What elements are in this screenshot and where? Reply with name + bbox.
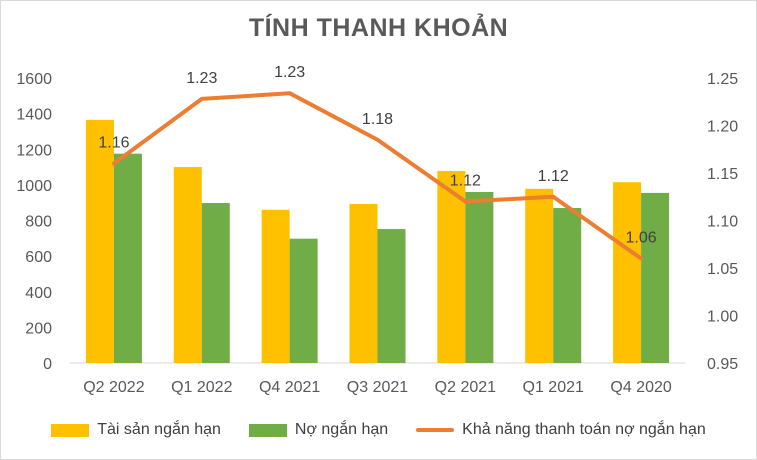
- legend-item-tai-san: Tài sản ngắn hạn: [51, 421, 221, 439]
- y-right-tick-label: 1.15: [707, 166, 738, 183]
- y-right-tick-label: 1.20: [707, 119, 738, 136]
- y-left-tick-label: 0: [43, 356, 52, 373]
- y-right-tick-label: 1.05: [707, 261, 738, 278]
- chart-title: TÍNH THANH KHOẢN: [248, 14, 509, 42]
- y-left-tick-label: 200: [25, 320, 52, 337]
- y-left-tick-label: 800: [25, 214, 52, 231]
- bar-tai-san-ngan-han: [349, 203, 378, 363]
- legend-label-no: Nợ ngắn hạn: [294, 421, 389, 438]
- bar-tai-san-ngan-han: [261, 209, 290, 363]
- legend-label-kha-nang: Khả năng thanh toán nợ ngắn hạn: [462, 421, 706, 438]
- y-right-tick-label: 1.10: [707, 214, 738, 231]
- x-tick-label: Q4 2020: [610, 379, 671, 396]
- bar-tai-san-ngan-han: [85, 119, 114, 363]
- y-left-tick-label: 1600: [16, 71, 52, 88]
- bar-no-ngan-han: [201, 203, 230, 363]
- y-left-tick-label: 1400: [16, 107, 52, 124]
- x-tick-label: Q3 2021: [347, 379, 408, 396]
- line-data-label: 1.16: [98, 135, 129, 152]
- legend-item-kha-nang: Khả năng thanh toán nợ ngắn hạn: [416, 421, 706, 439]
- bar-tai-san-ngan-han: [525, 188, 554, 363]
- y-left-tick-label: 1200: [16, 142, 52, 159]
- y-right-tick-label: 1.25: [707, 71, 738, 88]
- legend-swatch-no: [248, 423, 287, 437]
- line-data-label: 1.12: [538, 168, 569, 185]
- legend-label-tai-san: Tài sản ngắn hạn: [97, 421, 221, 438]
- x-tick-label: Q1 2021: [523, 379, 584, 396]
- bar-no-ngan-han: [289, 238, 318, 363]
- y-left-tick-label: 600: [25, 249, 52, 266]
- bar-tai-san-ngan-han: [173, 167, 202, 363]
- legend-item-no: Nợ ngắn hạn: [248, 421, 389, 439]
- y-left-tick-label: 400: [25, 285, 52, 302]
- legend-swatch-kha-nang: [416, 428, 455, 432]
- line-data-label: 1.23: [186, 70, 217, 87]
- x-tick-label: Q2 2021: [435, 379, 496, 396]
- bar-no-ngan-han: [377, 229, 406, 363]
- y-right-tick-label: 1.00: [707, 309, 738, 326]
- line-kha-nang-thanh-toan: [111, 91, 644, 261]
- x-tick-label: Q4 2021: [259, 379, 320, 396]
- bar-no-ngan-han: [641, 192, 670, 363]
- bar-tai-san-ngan-han: [437, 170, 466, 363]
- x-tick-label: Q2 2022: [83, 379, 144, 396]
- x-tick-label: Q1 2022: [171, 379, 232, 396]
- bar-no-ngan-han: [553, 208, 582, 363]
- bar-tai-san-ngan-han: [613, 182, 642, 363]
- y-right-tick-label: 0.95: [707, 356, 738, 373]
- y-left-tick-label: 1000: [16, 178, 52, 195]
- bar-no-ngan-han: [465, 192, 494, 363]
- line-data-label: 1.18: [362, 111, 393, 128]
- line-data-label: 1.06: [626, 230, 657, 247]
- chart-legend: Tài sản ngắn hạn Nợ ngắn hạn Khả năng th…: [0, 418, 757, 442]
- line-data-label: 1.12: [450, 173, 481, 190]
- legend-swatch-tai-san: [51, 423, 90, 437]
- bar-no-ngan-han: [113, 153, 142, 363]
- line-data-label: 1.23: [274, 64, 305, 81]
